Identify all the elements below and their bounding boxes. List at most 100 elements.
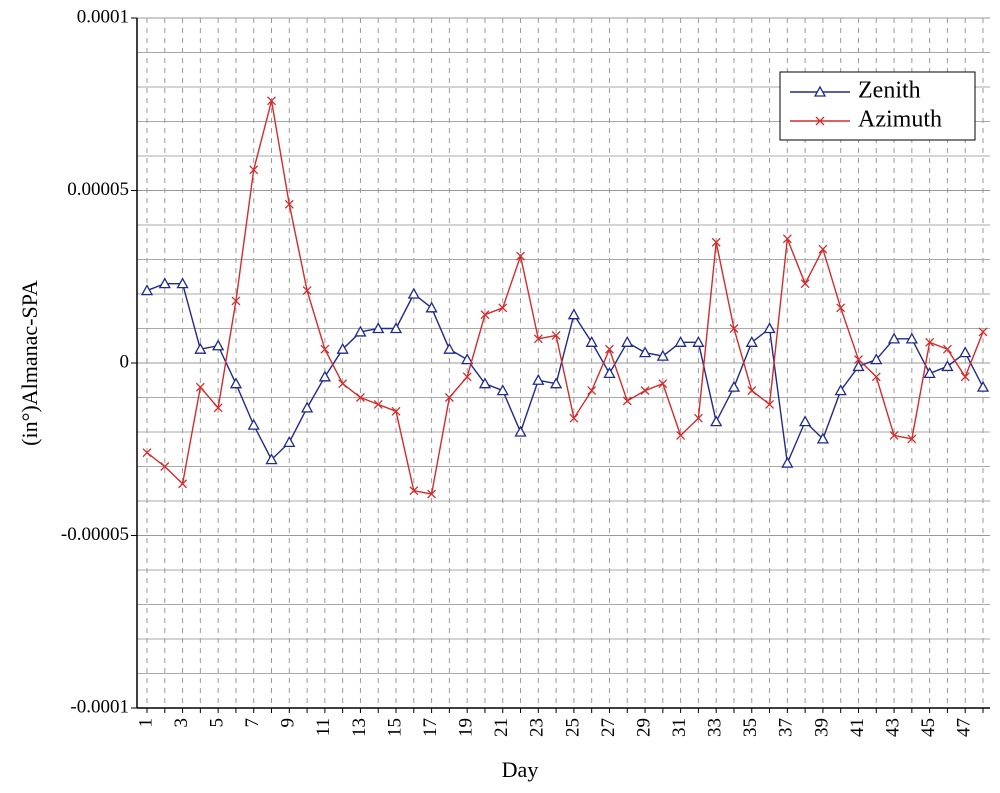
x-tick-label: 27 (598, 718, 619, 737)
marker (178, 479, 188, 489)
marker (781, 456, 794, 468)
marker (354, 325, 367, 337)
marker (444, 393, 454, 402)
marker (158, 277, 171, 289)
marker (585, 335, 598, 347)
marker (942, 344, 952, 354)
x-tick-label: 21 (491, 718, 512, 737)
marker (195, 382, 205, 392)
series-line (146, 282, 984, 466)
marker (516, 251, 525, 261)
marker (496, 384, 509, 396)
marker (533, 334, 543, 344)
marker (941, 360, 954, 372)
marker (959, 346, 972, 358)
marker (871, 372, 881, 382)
marker (658, 379, 668, 389)
marker (889, 430, 899, 440)
x-tick-label: 11 (313, 718, 334, 736)
series-line (146, 100, 984, 495)
x-tick-label: 41 (847, 718, 868, 737)
marker (461, 353, 474, 365)
marker (249, 165, 259, 175)
marker (978, 327, 988, 337)
legend-label: Zenith (858, 78, 921, 104)
marker (676, 430, 686, 440)
x-tick-label: 3 (171, 718, 192, 728)
marker (407, 287, 420, 299)
marker (478, 377, 492, 389)
marker (638, 346, 652, 358)
marker (800, 279, 810, 289)
marker (247, 418, 260, 430)
marker (976, 380, 990, 392)
marker (907, 434, 917, 444)
marker (674, 335, 687, 347)
marker (336, 342, 349, 354)
marker (498, 303, 508, 313)
marker (763, 322, 776, 334)
marker (854, 355, 863, 365)
x-tick-label: 13 (349, 718, 370, 737)
marker (284, 199, 294, 209)
y-tick-label: 0.0001 (77, 6, 129, 27)
marker (267, 96, 276, 106)
y-tick-label: 0 (120, 351, 130, 372)
marker (745, 335, 758, 347)
marker (852, 360, 865, 372)
marker (389, 322, 403, 334)
marker (622, 396, 632, 406)
marker (373, 399, 383, 409)
marker (729, 324, 739, 333)
marker (567, 308, 580, 320)
marker (925, 337, 935, 347)
marker (409, 486, 419, 496)
marker (391, 406, 401, 416)
marker (300, 401, 314, 413)
marker (747, 386, 757, 396)
marker (621, 335, 634, 347)
marker (231, 296, 241, 306)
x-tick-label: 17 (420, 718, 441, 737)
marker (923, 367, 936, 378)
x-tick-label: 15 (384, 718, 405, 737)
legend-label: Azimuth (858, 107, 942, 133)
marker (427, 489, 437, 499)
marker (320, 344, 330, 354)
x-tick-label: 35 (740, 718, 761, 737)
y-tick-label: -0.0001 (70, 696, 129, 717)
marker (213, 403, 223, 413)
marker (514, 425, 527, 437)
marker (605, 344, 614, 354)
marker (818, 244, 828, 254)
x-axis-label: Day (502, 757, 539, 782)
marker (813, 85, 827, 97)
marker (727, 380, 741, 392)
x-tick-label: 5 (207, 718, 228, 728)
marker (160, 462, 170, 471)
x-tick-label: 1 (135, 718, 156, 728)
marker (569, 413, 579, 423)
marker (480, 310, 490, 320)
marker (142, 448, 152, 458)
x-tick-label: 9 (278, 718, 299, 728)
marker (836, 303, 846, 313)
x-tick-label: 23 (527, 718, 548, 737)
x-tick-label: 29 (633, 718, 654, 737)
marker (338, 379, 348, 389)
x-tick-label: 33 (705, 718, 726, 737)
marker (692, 335, 705, 347)
marker (265, 453, 278, 465)
legend-box (779, 71, 976, 141)
marker (603, 367, 616, 378)
marker (550, 377, 563, 389)
marker (425, 301, 438, 313)
marker (355, 393, 365, 402)
marker (551, 330, 561, 340)
marker (693, 413, 703, 423)
x-tick-label: 45 (918, 718, 939, 737)
marker (462, 372, 472, 382)
x-tick-label: 37 (776, 718, 797, 737)
marker (782, 234, 792, 244)
y-tick-label: 0.00005 (67, 179, 129, 200)
